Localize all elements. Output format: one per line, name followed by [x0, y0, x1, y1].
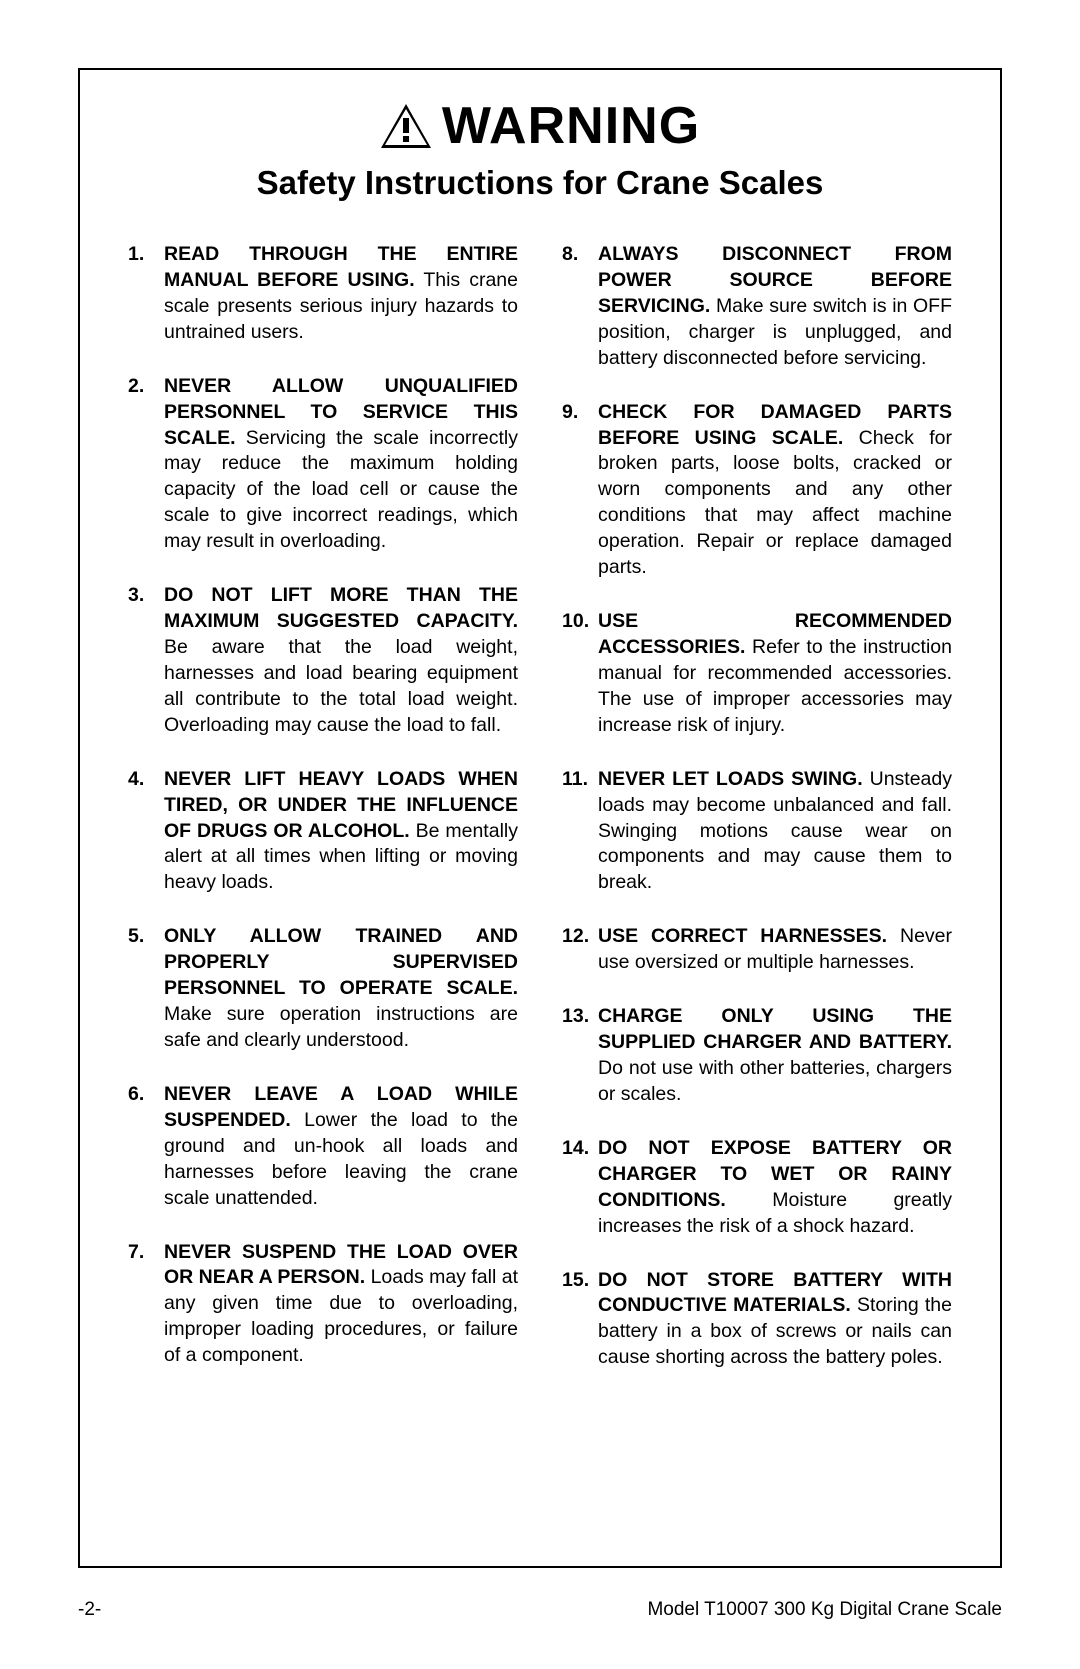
list-item: 13.CHARGE ONLY USING THE SUPPLIED CHARGE…: [562, 1004, 952, 1108]
item-lead: ONLY ALLOW TRAINED AND PROPERLY SUPERVIS…: [164, 925, 518, 999]
item-body: CHARGE ONLY USING THE SUPPLIED CHARGER A…: [598, 1004, 952, 1108]
model-label: Model T10007 300 Kg Digital Crane Scale: [647, 1599, 1002, 1621]
item-number: 15.: [562, 1268, 598, 1372]
item-body: NEVER LET LOADS SWING. Unsteady loads ma…: [598, 767, 952, 897]
list-item: 10.USE RECOMMENDED ACCESSORIES. Refer to…: [562, 609, 952, 739]
item-body: USE RECOMMENDED ACCESSORIES. Refer to th…: [598, 609, 952, 739]
item-body: CHECK FOR DAMAGED PARTS BEFORE USING SCA…: [598, 400, 952, 581]
item-body: READ THROUGH THE ENTIRE MANUAL BEFORE US…: [164, 242, 518, 346]
list-item: 12.USE CORRECT HARNESSES. Never use over…: [562, 924, 952, 976]
item-number: 7.: [128, 1240, 164, 1370]
item-number: 4.: [128, 767, 164, 897]
item-number: 6.: [128, 1082, 164, 1212]
item-number: 3.: [128, 583, 164, 739]
item-number: 8.: [562, 242, 598, 372]
item-body: DO NOT LIFT MORE THAN THE MAXIMUM SUGGES…: [164, 583, 518, 739]
list-item: 3.DO NOT LIFT MORE THAN THE MAXIMUM SUGG…: [128, 583, 518, 739]
page-number: -2-: [78, 1599, 101, 1621]
list-item: 7.NEVER SUSPEND THE LOAD OVER OR NEAR A …: [128, 1240, 518, 1370]
item-body: NEVER SUSPEND THE LOAD OVER OR NEAR A PE…: [164, 1240, 518, 1370]
item-lead: CHARGE ONLY USING THE SUPPLIED CHARGER A…: [598, 1005, 952, 1053]
subtitle: Safety Instructions for Crane Scales: [128, 164, 952, 202]
list-item: 1.READ THROUGH THE ENTIRE MANUAL BEFORE …: [128, 242, 518, 346]
item-body: DO NOT EXPOSE BATTERY OR CHARGER TO WET …: [598, 1136, 952, 1240]
list-item: 15.DO NOT STORE BATTERY WITH CONDUCTIVE …: [562, 1268, 952, 1372]
item-number: 14.: [562, 1136, 598, 1240]
item-number: 9.: [562, 400, 598, 581]
list-item: 9.CHECK FOR DAMAGED PARTS BEFORE USING S…: [562, 400, 952, 581]
item-number: 12.: [562, 924, 598, 976]
item-number: 11.: [562, 767, 598, 897]
warning-triangle-icon: [380, 103, 432, 149]
item-body: NEVER LEAVE A LOAD WHILE SUSPENDED. Lowe…: [164, 1082, 518, 1212]
list-item: 5.ONLY ALLOW TRAINED AND PROPERLY SUPERV…: [128, 924, 518, 1054]
item-rest: Do not use with other batteries, charger…: [598, 1057, 952, 1105]
item-body: DO NOT STORE BATTERY WITH CONDUCTIVE MAT…: [598, 1268, 952, 1372]
item-rest: Check for broken parts, loose bolts, cra…: [598, 427, 952, 579]
item-lead: DO NOT LIFT MORE THAN THE MAXIMUM SUGGES…: [164, 584, 518, 632]
item-rest: Make sure operation instructions are saf…: [164, 1003, 518, 1051]
item-body: NEVER ALLOW UNQUALIFIED PERSONNEL TO SER…: [164, 374, 518, 555]
item-body: NEVER LIFT HEAVY LOADS WHEN TIRED, OR UN…: [164, 767, 518, 897]
page-footer: -2- Model T10007 300 Kg Digital Crane Sc…: [78, 1599, 1002, 1621]
item-number: 1.: [128, 242, 164, 346]
item-lead: NEVER LET LOADS SWING.: [598, 768, 863, 790]
item-number: 13.: [562, 1004, 598, 1108]
list-item: 2.NEVER ALLOW UNQUALIFIED PERSONNEL TO S…: [128, 374, 518, 555]
list-item: 6.NEVER LEAVE A LOAD WHILE SUSPENDED. Lo…: [128, 1082, 518, 1212]
list-item: 11.NEVER LET LOADS SWING. Unsteady loads…: [562, 767, 952, 897]
list-item: 14.DO NOT EXPOSE BATTERY OR CHARGER TO W…: [562, 1136, 952, 1240]
list-item: 8.ALWAYS DISCONNECT FROM POWER SOURCE BE…: [562, 242, 952, 372]
item-number: 10.: [562, 609, 598, 739]
item-lead: USE CORRECT HARNESSES.: [598, 925, 887, 947]
warning-header: WARNING: [128, 96, 952, 156]
column-left: 1.READ THROUGH THE ENTIRE MANUAL BEFORE …: [128, 242, 518, 1399]
item-body: ONLY ALLOW TRAINED AND PROPERLY SUPERVIS…: [164, 924, 518, 1054]
list-item: 4.NEVER LIFT HEAVY LOADS WHEN TIRED, OR …: [128, 767, 518, 897]
item-body: ALWAYS DISCONNECT FROM POWER SOURCE BEFO…: [598, 242, 952, 372]
warning-title: WARNING: [442, 96, 700, 156]
item-rest: Be aware that the load weight, harnesses…: [164, 636, 518, 736]
column-right: 8.ALWAYS DISCONNECT FROM POWER SOURCE BE…: [562, 242, 952, 1399]
columns: 1.READ THROUGH THE ENTIRE MANUAL BEFORE …: [128, 242, 952, 1399]
content-frame: WARNING Safety Instructions for Crane Sc…: [78, 68, 1002, 1568]
item-number: 5.: [128, 924, 164, 1054]
item-body: USE CORRECT HARNESSES. Never use oversiz…: [598, 924, 952, 976]
document-page: WARNING Safety Instructions for Crane Sc…: [0, 0, 1080, 1669]
warning-line: WARNING: [380, 96, 700, 156]
item-number: 2.: [128, 374, 164, 555]
